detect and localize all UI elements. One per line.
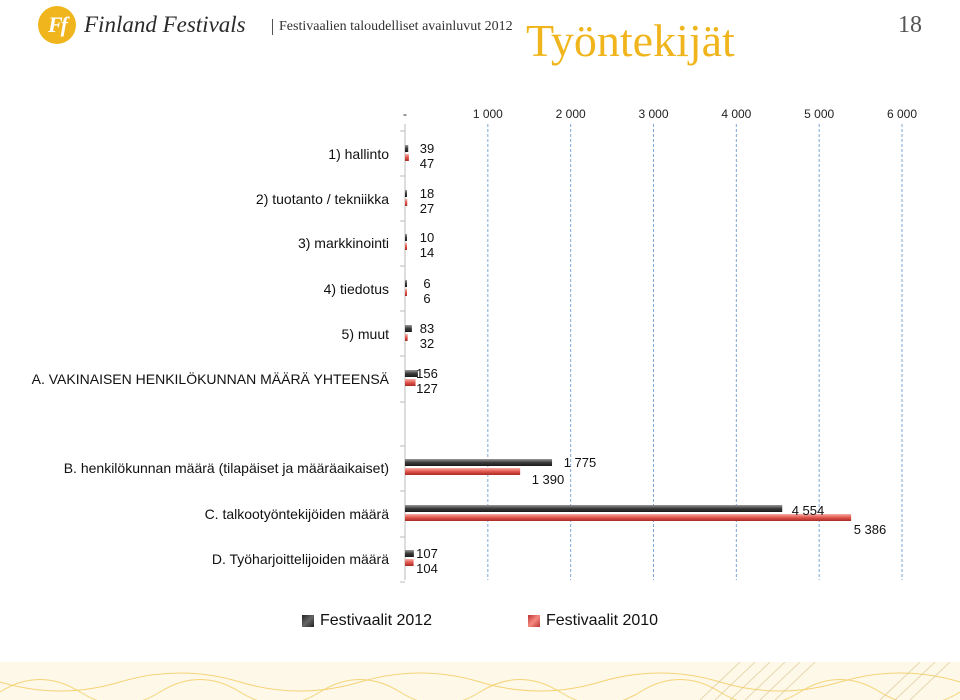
bar-2010 [405, 468, 521, 475]
bar-2012 [405, 190, 407, 197]
data-label-2010: 47 [420, 156, 434, 171]
data-label-2010: 27 [420, 201, 434, 216]
bar-2012 [405, 280, 407, 287]
bar-2012 [405, 370, 418, 377]
legend-label-2010: Festivaalit 2010 [546, 612, 659, 629]
data-label-2012: 39 [420, 141, 434, 156]
data-label-2010: 14 [420, 245, 434, 260]
category-labels: 1) hallinto 2) tuotanto / tekniikka 3) mar… [32, 146, 390, 567]
legend-item-2012: Festivaalit 2012 [302, 612, 432, 630]
category-label: D. Työharjoittelijoiden määrä [212, 551, 389, 567]
bar-2010 [405, 289, 407, 296]
x-tick-label: 5 000 [804, 107, 834, 121]
category-label: 2) tuotanto / tekniikka [256, 191, 389, 207]
bars [405, 145, 852, 566]
bar-2012 [405, 459, 553, 466]
report-subtitle: Festivaalien taloudelliset avainluvut 20… [272, 19, 513, 35]
category-label: B. henkilökunnan määrä (tilapäiset ja mä… [64, 460, 389, 476]
data-label-2010: 32 [420, 336, 434, 351]
data-label-2012: 4 554 [792, 503, 825, 518]
bar-2012 [405, 325, 412, 332]
employee-bar-chart: - 1 000 2 000 3 000 4 000 5 000 6 000 1) halli… [32, 107, 917, 583]
bar-2012 [405, 234, 407, 241]
data-label-2010: 6 [423, 291, 430, 306]
bar-2010 [405, 199, 408, 206]
logo-text: Finland Festivals [84, 12, 246, 37]
data-label-2010: 127 [416, 381, 438, 396]
x-tick-label: 6 000 [887, 107, 917, 121]
slide-header: Ff Finland Festivals Festivaalien taloud… [0, 0, 960, 90]
decorative-footer-band [0, 662, 960, 700]
data-label-2012: 10 [420, 230, 434, 245]
category-label: C. talkootyöntekijöiden määrä [205, 506, 390, 522]
chart-legend: Festivaalit 2012 Festivaalit 2010 [0, 612, 960, 636]
bar-2012 [405, 505, 783, 512]
bar-2010 [405, 514, 852, 521]
data-label-2012: 6 [423, 276, 430, 291]
bar-2012 [405, 550, 414, 557]
legend-swatch-2010 [528, 615, 540, 627]
bar-2010 [405, 154, 409, 161]
data-label-2010: 5 386 [854, 522, 887, 537]
x-tick-label: - [403, 107, 407, 121]
data-label-2012: 107 [416, 546, 438, 561]
bar-2012 [405, 145, 409, 152]
grid-lines [400, 124, 903, 583]
page-number: 18 [898, 12, 922, 38]
data-label-2012: 18 [420, 186, 434, 201]
bar-2010 [405, 243, 407, 250]
bar-2010 [405, 379, 416, 386]
x-tick-label: 2 000 [556, 107, 586, 121]
category-label: 3) markkinointi [298, 235, 389, 251]
data-label-2012: 83 [420, 321, 434, 336]
x-tick-label: 1 000 [473, 107, 503, 121]
bar-2010 [405, 334, 408, 341]
data-label-2012: 1 775 [564, 455, 597, 470]
bar-2010 [405, 559, 414, 566]
data-label-2010: 104 [416, 561, 438, 576]
category-label: 5) muut [342, 326, 390, 342]
data-label-2012: 156 [416, 366, 438, 381]
category-label: 1) hallinto [328, 146, 389, 162]
legend-label-2012: Festivaalit 2012 [320, 612, 433, 629]
category-label: A. VAKINAISEN HENKILÖKUNNAN MÄÄRÄ YHTEEN… [32, 370, 390, 387]
category-label: 4) tiedotus [324, 281, 389, 297]
page-title: Työntekijät [526, 15, 735, 66]
x-tick-label: 4 000 [721, 107, 751, 121]
finland-festivals-logo-icon: Ff [38, 6, 76, 44]
x-axis-ticks: - 1 000 2 000 3 000 4 000 5 000 6 000 [403, 107, 917, 121]
legend-swatch-2012 [302, 615, 314, 627]
data-label-2010: 1 390 [532, 472, 565, 487]
legend-item-2010: Festivaalit 2010 [528, 612, 658, 630]
x-tick-label: 3 000 [638, 107, 668, 121]
